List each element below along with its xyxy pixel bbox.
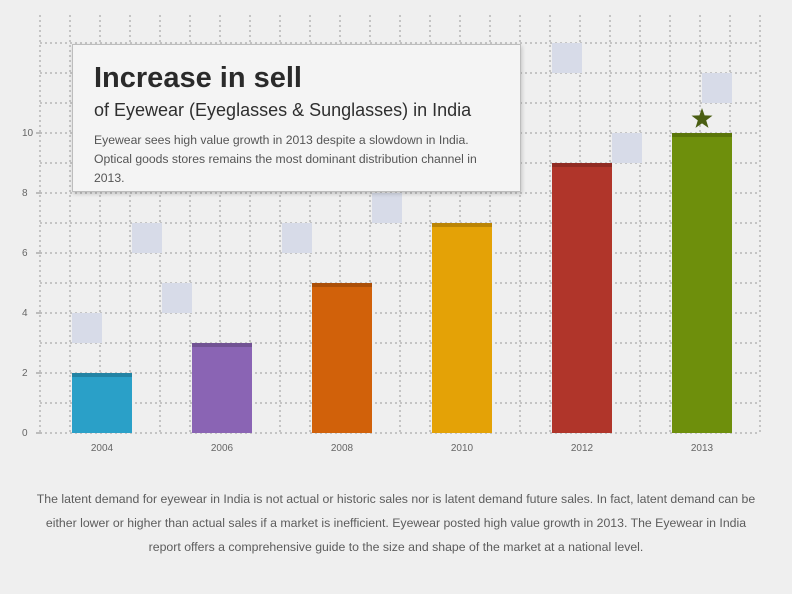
decor-square [612, 133, 642, 163]
background-squares [72, 43, 732, 343]
bar-2013 [672, 133, 732, 433]
bar-2004 [72, 373, 132, 433]
bar-cap-2004 [72, 373, 132, 377]
decor-square [282, 223, 312, 253]
decor-square [372, 193, 402, 223]
decor-square [702, 73, 732, 103]
y-tick-label: 10 [22, 128, 34, 139]
y-axis: 0 2 4 6 8 10 [22, 128, 42, 439]
x-tick-label: 2004 [91, 443, 114, 454]
x-tick-label: 2006 [211, 443, 234, 454]
bar-2008 [312, 283, 372, 433]
bar-cap-2013 [672, 133, 732, 137]
bar-2012 [552, 163, 612, 433]
decor-square [162, 283, 192, 313]
bar-cap-2012 [552, 163, 612, 167]
y-tick-label: 4 [22, 308, 28, 319]
decor-square [552, 43, 582, 73]
title-card: Increase in sell of Eyewear (Eyeglasses … [72, 44, 521, 192]
x-tick-label: 2008 [331, 443, 354, 454]
chart-description: Eyewear sees high value growth in 2013 d… [94, 133, 477, 185]
chart-subtitle: of Eyewear (Eyeglasses & Sunglasses) in … [94, 100, 472, 120]
y-tick-label: 0 [22, 428, 28, 439]
x-tick-label: 2010 [451, 443, 474, 454]
bars [72, 108, 732, 433]
bar-cap-2010 [432, 223, 492, 227]
footer-text: The latent demand for eyewear in India i… [36, 492, 756, 554]
bar-2006 [192, 343, 252, 433]
star-icon [691, 108, 713, 128]
bar-2010 [432, 223, 492, 433]
chart-title: Increase in sell [94, 62, 302, 94]
x-tick-label: 2012 [571, 443, 594, 454]
bar-cap-2008 [312, 283, 372, 287]
y-tick-label: 6 [22, 248, 28, 259]
x-tick-label: 2013 [691, 443, 714, 454]
bar-cap-2006 [192, 343, 252, 347]
decor-square [132, 223, 162, 253]
decor-square [72, 313, 102, 343]
y-tick-label: 8 [22, 188, 28, 199]
x-axis: 2004 2006 2008 2010 2012 2013 [91, 443, 714, 454]
y-tick-label: 2 [22, 368, 28, 379]
